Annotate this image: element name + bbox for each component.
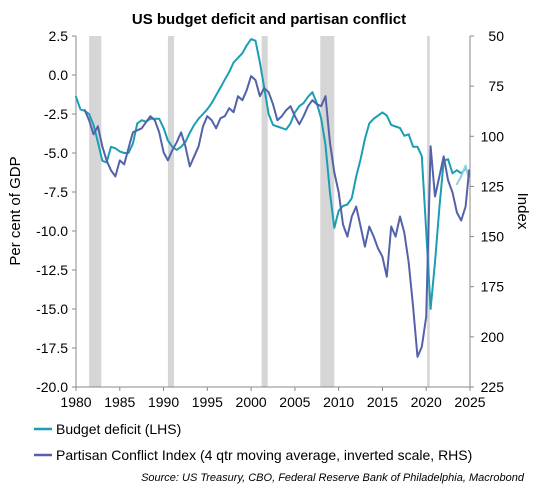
x-tick-label: 2005 — [279, 394, 310, 410]
y-tick-label-right: 50 — [488, 28, 504, 44]
y-tick-label-left: -10.0 — [36, 223, 68, 239]
recession-band — [89, 36, 102, 387]
y-tick-label-left: -2.5 — [44, 106, 68, 122]
x-tick-label: 1995 — [192, 394, 223, 410]
x-tick-label: 1980 — [60, 394, 91, 410]
recession-band — [167, 36, 175, 387]
legend-label-deficit: Budget deficit (LHS) — [56, 421, 181, 437]
series-layer — [75, 38, 471, 358]
source-note: Source: US Treasury, CBO, Federal Reserv… — [141, 472, 525, 484]
y-tick-label-left: -20.0 — [36, 379, 68, 395]
series-line-1 — [455, 164, 471, 186]
x-tick-label: 1990 — [148, 394, 179, 410]
y-tick-label-right: 125 — [481, 178, 505, 194]
chart-title: US budget deficit and partisan conflict — [132, 11, 406, 28]
axes: 2.5 0.0 -2.5 -5.0 -7.5 -10.0 -12.5 -15.0 -17.5 -2… — [36, 28, 504, 410]
x-tick-label: 1985 — [104, 394, 135, 410]
recession-band — [261, 36, 268, 387]
y-tick-label-left: -7.5 — [44, 184, 68, 200]
recession-bands — [89, 36, 430, 387]
y-tick-label-right: 200 — [481, 329, 505, 345]
y-axis-label-left: Per cent of GDP — [7, 156, 24, 265]
y-tick-label-right: 150 — [481, 229, 505, 245]
y-axis-label-right: Index — [514, 193, 531, 230]
y-tick-label-left: -12.5 — [36, 262, 68, 278]
x-tick-label: 2000 — [236, 394, 267, 410]
y-tick-label-left: -5.0 — [44, 145, 68, 161]
y-tick-label-left: 2.5 — [49, 28, 69, 44]
legend-label-partisan: Partisan Conflict Index (4 qtr moving av… — [56, 447, 472, 463]
y-tick-label-left: 0.0 — [49, 67, 69, 83]
x-tick-label: 2015 — [367, 394, 398, 410]
series-line-0 — [75, 38, 467, 310]
y-tick-label-right: 100 — [481, 128, 505, 144]
series-line-2 — [83, 75, 471, 358]
y-tick-label-right: 225 — [481, 379, 505, 395]
y-tick-label-left: -17.5 — [36, 340, 68, 356]
legend: Budget deficit (LHS) Partisan Conflict I… — [34, 421, 472, 463]
y-tick-label-right: 175 — [481, 279, 505, 295]
y-tick-label-right: 75 — [488, 78, 504, 94]
recession-band — [320, 36, 335, 387]
x-tick-label: 2010 — [323, 394, 354, 410]
x-tick-label: 2020 — [411, 394, 442, 410]
y-tick-label-left: -15.0 — [36, 301, 68, 317]
x-tick-label: 2025 — [454, 394, 485, 410]
